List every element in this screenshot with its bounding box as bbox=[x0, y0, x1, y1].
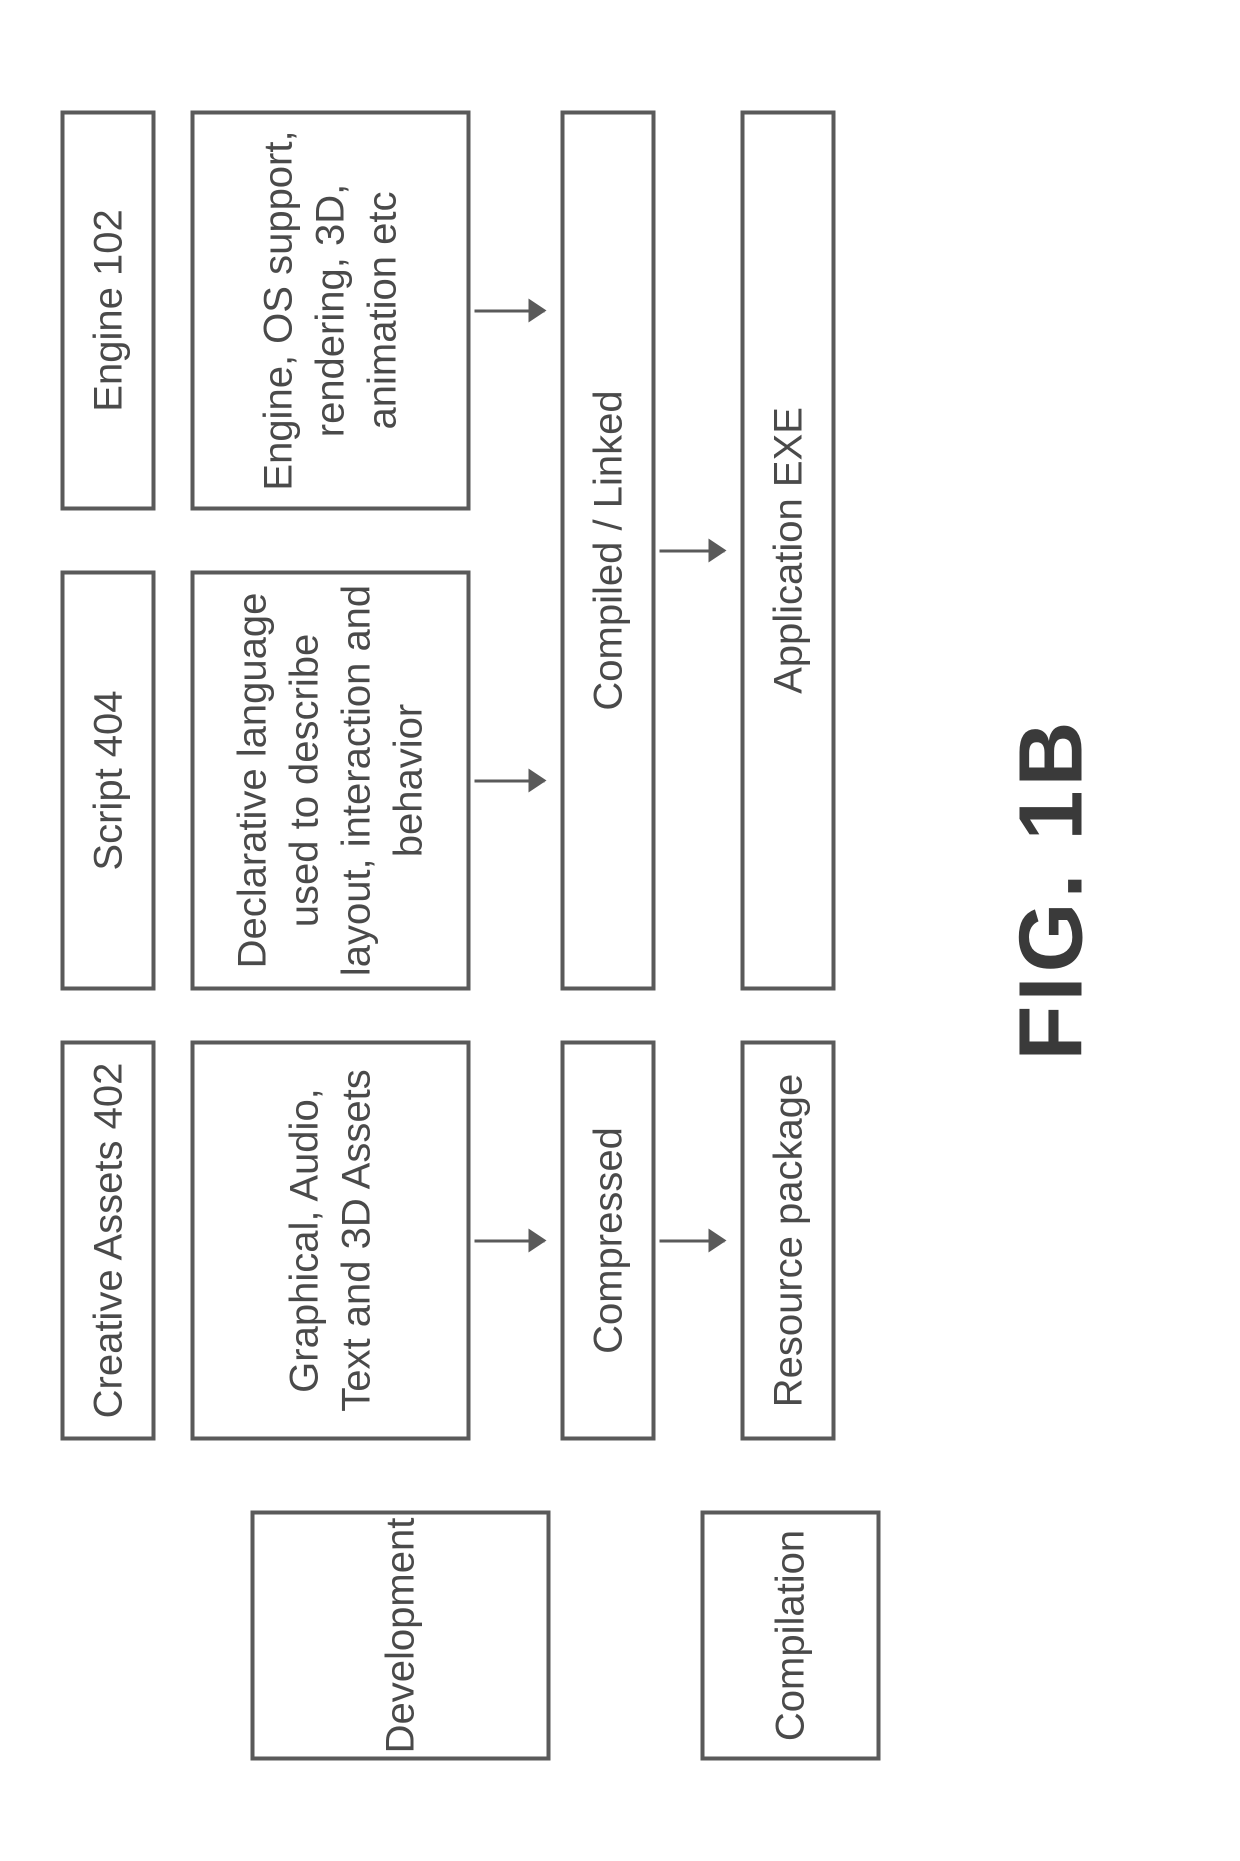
engine-header-label: Engine 102 bbox=[82, 209, 134, 411]
phase-development-box: Development bbox=[251, 1511, 551, 1761]
script-header-label: Script 404 bbox=[82, 690, 134, 870]
assets-desc-label: Graphical, Audio, Text and 3D Assets bbox=[279, 1055, 383, 1427]
script-desc-box: Declarative language used to describe la… bbox=[191, 571, 471, 991]
arrow-script-desc-to-process bbox=[475, 780, 545, 783]
engine-desc-label: Engine, OS support, rendering, 3D, anima… bbox=[253, 125, 409, 497]
arrow-assets-desc-to-process bbox=[475, 1240, 545, 1243]
app-exe-label: Application EXE bbox=[762, 407, 814, 694]
assets-process-label: Compressed bbox=[582, 1127, 634, 1354]
flowchart-diagram: Development Compilation Creative Assets … bbox=[1, 0, 1240, 1861]
assets-process-box: Compressed bbox=[561, 1041, 656, 1441]
phase-compilation-box: Compilation bbox=[701, 1511, 881, 1761]
figure-label: FIG. 1B bbox=[1001, 717, 1104, 1060]
assets-header-box: Creative Assets 402 bbox=[61, 1041, 156, 1441]
arrow-compiled-to-app bbox=[660, 550, 725, 553]
phase-development-label: Development bbox=[375, 1518, 427, 1754]
compiled-linked-box: Compiled / Linked bbox=[561, 111, 656, 991]
script-desc-label: Declarative language used to describe la… bbox=[227, 585, 435, 977]
phase-compilation-label: Compilation bbox=[765, 1530, 817, 1741]
assets-desc-box: Graphical, Audio, Text and 3D Assets bbox=[191, 1041, 471, 1441]
arrow-engine-desc-to-process bbox=[475, 310, 545, 313]
assets-output-label: Resource package bbox=[762, 1074, 814, 1408]
app-exe-box: Application EXE bbox=[741, 111, 836, 991]
engine-desc-box: Engine, OS support, rendering, 3D, anima… bbox=[191, 111, 471, 511]
arrow-assets-process-to-output bbox=[660, 1240, 725, 1243]
engine-header-box: Engine 102 bbox=[61, 111, 156, 511]
script-header-box: Script 404 bbox=[61, 571, 156, 991]
assets-header-label: Creative Assets 402 bbox=[82, 1063, 134, 1419]
compiled-linked-label: Compiled / Linked bbox=[582, 390, 634, 710]
assets-output-box: Resource package bbox=[741, 1041, 836, 1441]
